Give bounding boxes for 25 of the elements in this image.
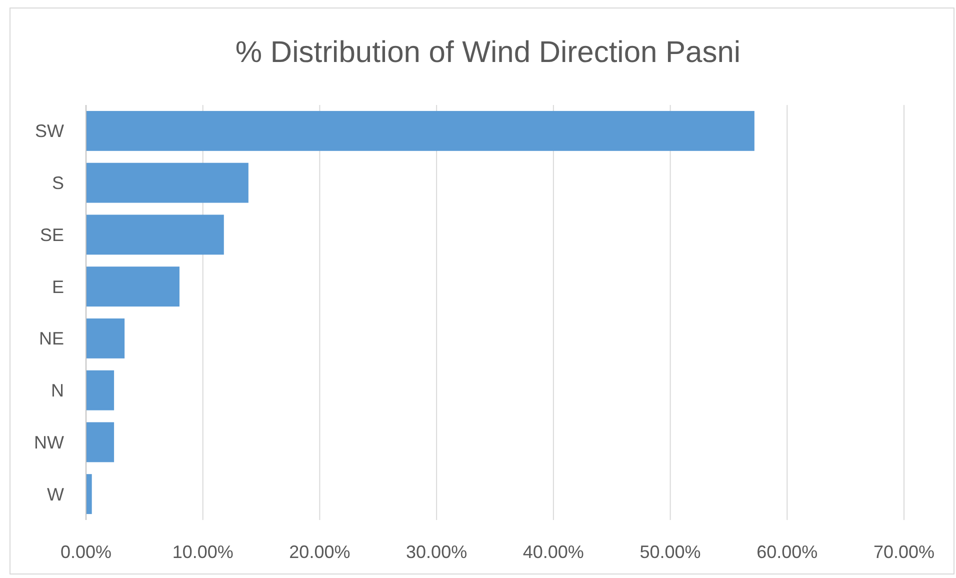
y-tick-label: NW [34,432,64,452]
y-tick-label: SW [35,121,64,142]
bar [86,110,754,151]
x-tick-label: 30.00% [406,542,468,562]
x-tick-label: 10.00% [172,542,234,562]
bar [86,318,125,358]
y-tick-label: SE [40,224,64,245]
bar [86,266,180,307]
x-tick-label: 40.00% [522,542,584,562]
x-tick-label: 50.00% [640,542,701,562]
bar [86,422,114,462]
y-tick-label: W [47,484,64,504]
x-tick-label: 0.00% [60,542,112,562]
x-tick-label: 70.00% [873,542,935,562]
x-tick-label: 20.00% [289,542,350,562]
y-tick-label: NE [38,328,64,349]
bar [86,474,92,514]
bar [86,162,248,203]
y-tick-label: N [51,380,64,401]
bar [86,214,224,255]
chart-title: % Distribution of Wind Direction Pasni [235,36,741,69]
x-tick-label: 60.00% [756,542,818,562]
y-tick-label: S [52,173,64,194]
y-tick-label: E [52,276,64,297]
bar [86,370,114,410]
